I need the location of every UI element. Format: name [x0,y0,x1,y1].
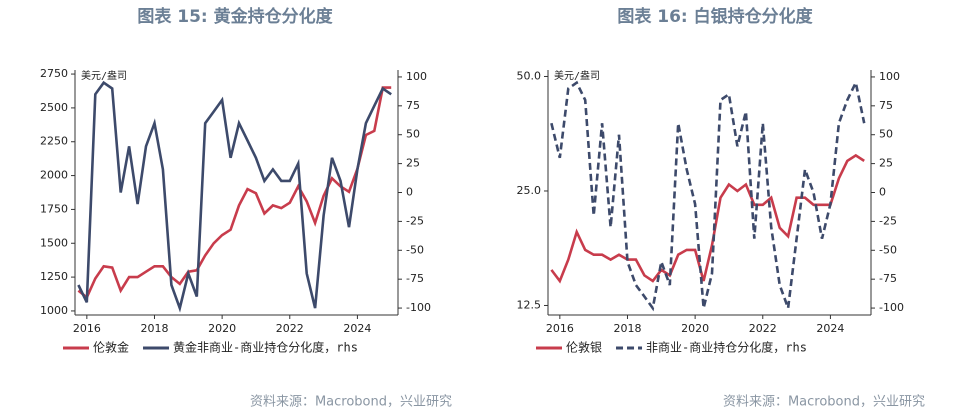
y-tick-label: 25.0 [517,184,542,197]
y-tick-label: 1000 [40,304,68,317]
y2-tick-label: 25 [406,157,420,170]
legend-label: 伦敦银 [566,340,602,355]
y2-tick-label: 100 [406,70,427,83]
y-tick-label: 2750 [40,67,68,80]
x-tick-label: 2024 [343,322,371,335]
x-tick-label: 2020 [208,322,236,335]
x-tick-label: 2018 [613,322,641,335]
source-note: 资料来源：Macrobond，兴业研究 [250,395,452,410]
series-line [77,86,392,300]
series-line [550,153,865,284]
chart-title: 图表 16: 白银持仓分化度 [617,6,813,27]
y2-tick-label: 25 [879,157,893,170]
y-tick-label: 50.0 [517,69,542,82]
y2-tick-label: 50 [879,128,893,141]
x-tick-label: 2022 [749,322,777,335]
y-tick-label: 1250 [40,270,68,283]
y2-tick-label: -75 [879,272,897,285]
x-tick-label: 2024 [816,322,844,335]
x-tick-label: 2022 [276,322,304,335]
y-tick-label: 2250 [40,135,68,148]
x-tick-label: 2018 [140,322,168,335]
y-tick-label: 2500 [40,101,68,114]
y2-tick-label: 50 [406,128,420,141]
y2-tick-label: -25 [879,214,897,227]
y-tick-label: 2000 [40,169,68,182]
y2-tick-label: -100 [406,301,431,314]
y2-tick-label: -25 [406,214,424,227]
y2-tick-label: 0 [406,186,413,199]
y2-tick-label: -75 [406,272,424,285]
y2-tick-label: -100 [879,301,904,314]
x-tick-label: 2020 [681,322,709,335]
x-tick-label: 2016 [73,322,101,335]
y-axis-unit: 美元/盎司 [554,69,600,82]
y2-tick-label: 100 [879,70,900,83]
source-note: 资料来源：Macrobond，兴业研究 [723,395,925,410]
y2-tick-label: -50 [406,243,424,256]
y-tick-label: 1750 [40,202,68,215]
y-tick-label: 1500 [40,236,68,249]
legend-label: 伦敦金 [93,340,129,355]
y2-tick-label: 75 [406,99,420,112]
series-line [550,78,866,312]
y-axis-unit: 美元/盎司 [81,69,127,82]
series-line [77,80,392,313]
x-tick-label: 2016 [546,322,574,335]
y-tick-label: 12.5 [517,298,542,311]
y2-tick-label: -50 [879,243,897,256]
legend-label: 非商业-商业持仓分化度，rhs [646,340,807,355]
chart-title: 图表 15: 黄金持仓分化度 [137,6,333,27]
y2-tick-label: 0 [879,186,886,199]
y2-tick-label: 75 [879,99,893,112]
legend-label: 黄金非商业-商业持仓分化度，rhs [173,340,358,355]
